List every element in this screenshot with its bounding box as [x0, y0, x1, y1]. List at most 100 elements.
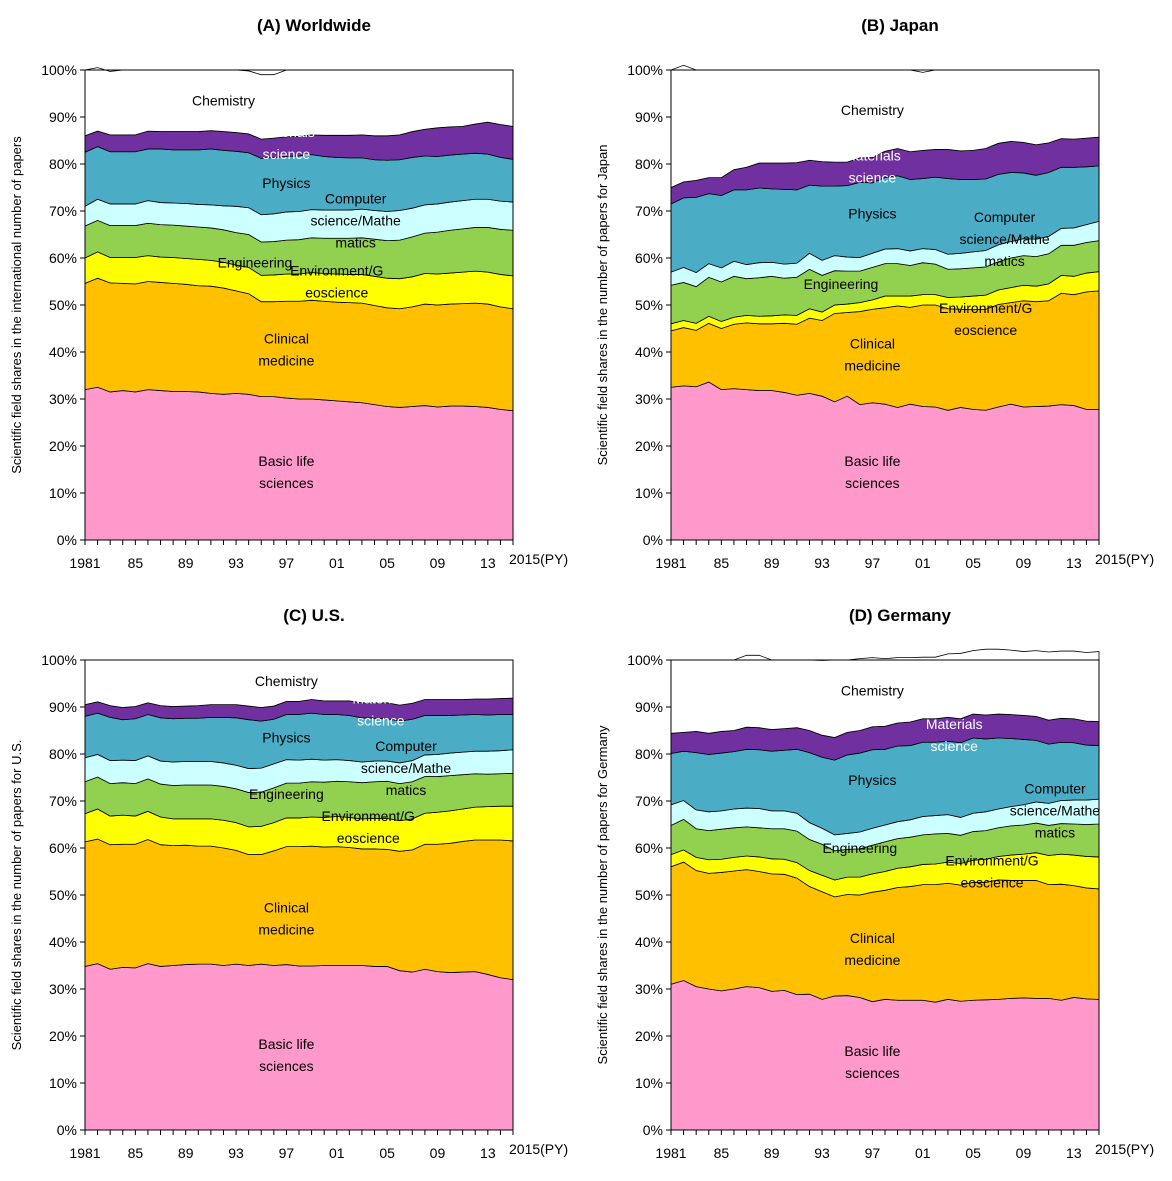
field-label: matics: [335, 234, 375, 250]
x-tick-label: 1981: [69, 1145, 100, 1161]
x-tick-label: 1981: [655, 1145, 686, 1161]
y-tick-label: 60%: [49, 250, 77, 266]
x-tick-label: 85: [714, 1145, 730, 1161]
y-tick-label: 20%: [49, 438, 77, 454]
y-tick-label: 90%: [635, 699, 663, 715]
chart-title: (B) Japan: [861, 16, 938, 35]
field-label: science/Mathe: [1010, 802, 1100, 818]
field-label: Chemistry: [255, 673, 318, 689]
x-tick-label: 13: [480, 555, 496, 571]
field-label: Computer: [974, 209, 1036, 225]
field-label: Physics: [262, 730, 310, 746]
y-tick-label: 90%: [49, 109, 77, 125]
field-label: sciences: [845, 475, 899, 491]
chart-title: (C) U.S.: [283, 606, 344, 625]
x-tick-label: 13: [1066, 555, 1082, 571]
field-label: Basic life: [844, 1043, 900, 1059]
x-tick-label: 09: [1016, 555, 1032, 571]
y-tick-label: 0%: [57, 1122, 77, 1138]
y-tick-label: 10%: [635, 485, 663, 501]
y-tick-label: 90%: [635, 109, 663, 125]
field-label: Materials: [926, 716, 983, 732]
field-label: sciences: [845, 1065, 899, 1081]
x-tick-label: 2015(PY): [509, 551, 568, 567]
y-tick-label: 10%: [635, 1075, 663, 1091]
x-tick-label: 89: [764, 555, 780, 571]
field-label: Engineering: [249, 786, 324, 802]
y-tick-label: 30%: [49, 391, 77, 407]
field-label: Clinical: [264, 331, 309, 347]
field-label: science: [263, 146, 311, 162]
x-tick-label: 2015(PY): [509, 1141, 568, 1157]
x-tick-label: 85: [128, 1145, 144, 1161]
x-tick-label: 93: [228, 555, 244, 571]
y-tick-label: 0%: [643, 1122, 663, 1138]
y-tick-label: 50%: [49, 887, 77, 903]
x-tick-label: 01: [329, 1145, 345, 1161]
y-tick-label: 60%: [49, 840, 77, 856]
chart-title: (A) Worldwide: [257, 16, 371, 35]
x-tick-label: 97: [279, 555, 295, 571]
y-tick-label: 10%: [49, 485, 77, 501]
y-tick-label: 40%: [635, 344, 663, 360]
field-label: Basic life: [258, 453, 314, 469]
field-label: medicine: [258, 353, 314, 369]
x-tick-label: 1981: [655, 555, 686, 571]
field-label: sciences: [259, 1058, 313, 1074]
x-tick-label: 09: [430, 555, 446, 571]
y-tick-label: 60%: [635, 840, 663, 856]
y-tick-label: 0%: [643, 532, 663, 548]
x-tick-label: 05: [379, 555, 395, 571]
y-tick-label: 40%: [635, 934, 663, 950]
field-label: Environment/G: [945, 853, 1038, 869]
field-label: Basic life: [258, 1036, 314, 1052]
y-tick-label: 10%: [49, 1075, 77, 1091]
x-tick-label: 05: [965, 555, 981, 571]
x-tick-label: 13: [480, 1145, 496, 1161]
y-tick-label: 0%: [57, 532, 77, 548]
field-label: Clinical: [850, 930, 895, 946]
field-label: medicine: [844, 952, 900, 968]
y-tick-label: 100%: [41, 652, 77, 668]
y-tick-label: 90%: [49, 699, 77, 715]
y-tick-label: 20%: [635, 1028, 663, 1044]
field-label: Chemistry: [841, 683, 904, 699]
x-tick-label: 93: [228, 1145, 244, 1161]
x-tick-label: 01: [329, 555, 345, 571]
field-label: science: [849, 169, 897, 185]
x-tick-label: 97: [279, 1145, 295, 1161]
y-axis-label: Scientific field shares in the number of…: [595, 145, 610, 466]
y-tick-label: 100%: [41, 62, 77, 78]
field-label: Environment/G: [290, 263, 383, 279]
chart-panel-germany: (D) Germany Scientific field shares in th…: [586, 590, 1172, 1180]
y-tick-label: 30%: [635, 391, 663, 407]
x-tick-label: 89: [764, 1145, 780, 1161]
y-tick-label: 40%: [49, 934, 77, 950]
field-label: Chemistry: [841, 102, 904, 118]
y-tick-label: 70%: [635, 203, 663, 219]
y-axis-label: Scientific field shares in the number of…: [9, 740, 24, 1051]
field-label: Computer: [375, 738, 437, 754]
x-tick-label: 13: [1066, 1145, 1082, 1161]
field-label: eoscience: [954, 322, 1017, 338]
chart-worldwide: (A) Worldwide Scientific field shares in …: [9, 16, 568, 571]
field-label: Basic life: [844, 453, 900, 469]
field-label: Materials: [844, 147, 901, 163]
y-tick-label: 60%: [635, 250, 663, 266]
y-tick-label: 80%: [635, 746, 663, 762]
field-label: science/Mathe: [311, 212, 401, 228]
field-label: Computer: [325, 190, 387, 206]
x-tick-label: 1981: [69, 555, 100, 571]
field-label: Physics: [848, 205, 896, 221]
x-tick-label: 2015(PY): [1095, 1141, 1154, 1157]
x-tick-label: 85: [714, 555, 730, 571]
y-axis-label: Scientific field shares in the number of…: [595, 725, 610, 1064]
field-label: eoscience: [337, 830, 400, 846]
field-label: science: [931, 738, 979, 754]
x-tick-label: 09: [430, 1145, 446, 1161]
chart-panel-japan: (B) Japan Scientific field shares in the …: [586, 0, 1172, 590]
field-label: Environment/G: [322, 808, 415, 824]
y-tick-label: 100%: [627, 62, 663, 78]
x-tick-label: 01: [915, 555, 931, 571]
chart-title: (D) Germany: [849, 606, 952, 625]
